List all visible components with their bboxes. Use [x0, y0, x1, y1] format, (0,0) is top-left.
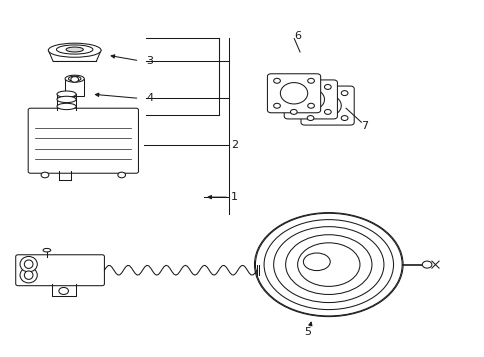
- FancyBboxPatch shape: [301, 86, 353, 125]
- FancyBboxPatch shape: [15, 255, 104, 286]
- FancyBboxPatch shape: [267, 74, 320, 113]
- Ellipse shape: [280, 82, 307, 104]
- Ellipse shape: [324, 110, 331, 114]
- Ellipse shape: [303, 253, 330, 271]
- Ellipse shape: [324, 85, 331, 89]
- Ellipse shape: [24, 260, 33, 268]
- Text: 6: 6: [294, 31, 301, 41]
- Ellipse shape: [307, 103, 314, 108]
- Ellipse shape: [48, 43, 101, 57]
- FancyBboxPatch shape: [284, 80, 337, 119]
- Ellipse shape: [20, 267, 37, 283]
- Ellipse shape: [71, 77, 78, 82]
- Ellipse shape: [118, 172, 125, 178]
- Ellipse shape: [41, 172, 49, 178]
- Ellipse shape: [341, 91, 347, 96]
- Ellipse shape: [341, 116, 347, 121]
- Ellipse shape: [297, 89, 324, 110]
- Ellipse shape: [313, 95, 341, 116]
- Ellipse shape: [290, 85, 297, 89]
- FancyBboxPatch shape: [28, 108, 138, 173]
- Text: 2: 2: [230, 140, 238, 150]
- Ellipse shape: [57, 91, 76, 97]
- Ellipse shape: [59, 287, 68, 295]
- Ellipse shape: [20, 256, 37, 272]
- Ellipse shape: [65, 75, 84, 82]
- Ellipse shape: [306, 116, 313, 121]
- Ellipse shape: [68, 76, 81, 81]
- Ellipse shape: [306, 91, 313, 96]
- Ellipse shape: [422, 261, 431, 268]
- Ellipse shape: [57, 96, 76, 102]
- Text: 7: 7: [361, 121, 368, 131]
- Text: 5: 5: [303, 327, 310, 337]
- Ellipse shape: [273, 103, 280, 108]
- Ellipse shape: [290, 110, 297, 114]
- Polygon shape: [48, 50, 101, 61]
- Ellipse shape: [57, 103, 76, 110]
- Bar: [65, 79, 84, 96]
- Ellipse shape: [273, 78, 280, 83]
- Text: 1: 1: [230, 192, 238, 202]
- Ellipse shape: [43, 248, 51, 252]
- Ellipse shape: [24, 271, 33, 280]
- Text: 4: 4: [146, 94, 153, 104]
- Ellipse shape: [66, 47, 83, 52]
- Ellipse shape: [307, 78, 314, 83]
- Text: 3: 3: [146, 56, 153, 66]
- Ellipse shape: [254, 212, 402, 317]
- Ellipse shape: [56, 45, 93, 54]
